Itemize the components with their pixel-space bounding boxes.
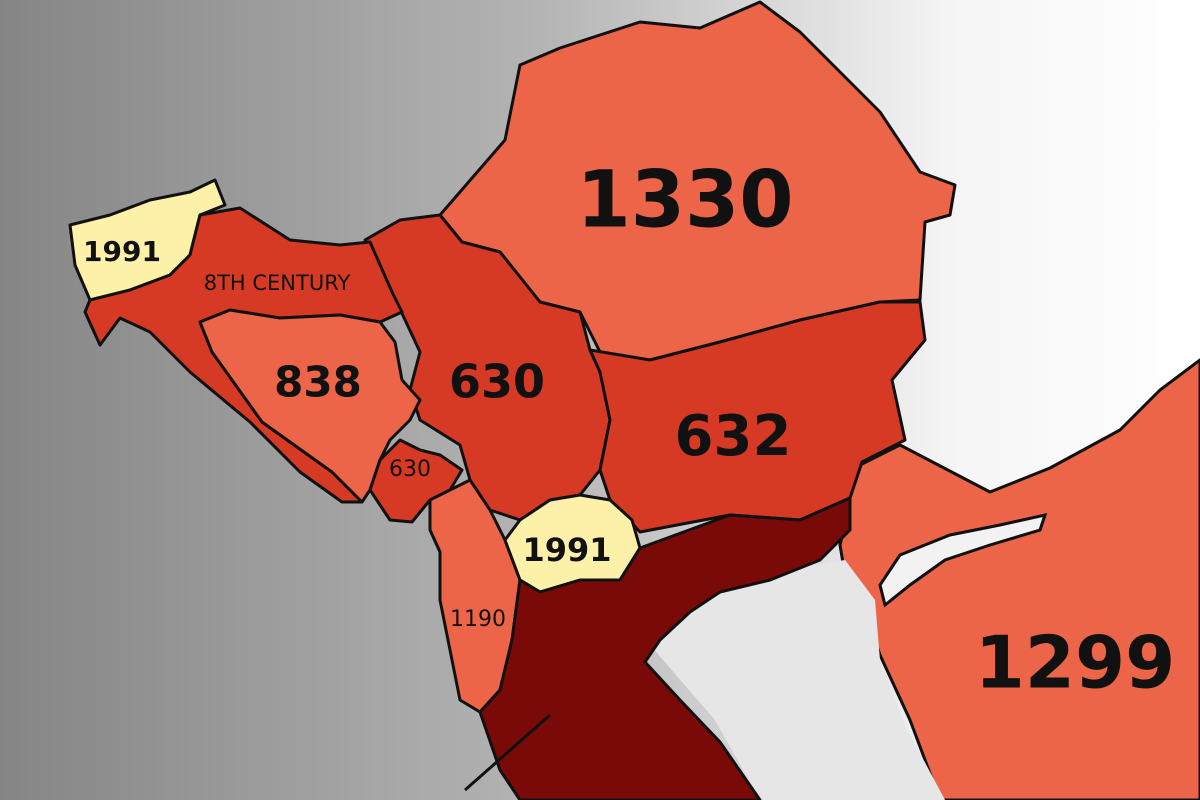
label-bulgaria: 632 (675, 404, 792, 469)
label-turkey: 1299 (975, 621, 1175, 705)
region-bosnia (198, 308, 422, 504)
region-bulgaria (588, 300, 927, 534)
label-romania: 1330 (576, 155, 793, 245)
aegean-sea (650, 560, 945, 800)
marmara-sea (878, 512, 1048, 608)
pointer-line (464, 713, 551, 792)
label-croatia: 8TH CENTURY (204, 271, 351, 295)
label-slovenia: 1991 (83, 235, 161, 268)
label-montenegro: 630 (389, 457, 431, 482)
label-bosnia: 838 (274, 358, 362, 407)
label-north-macedonia: 1991 (522, 531, 611, 569)
label-albania: 1190 (450, 607, 506, 632)
region-turkey (838, 358, 1200, 800)
label-serbia: 630 (449, 355, 545, 409)
